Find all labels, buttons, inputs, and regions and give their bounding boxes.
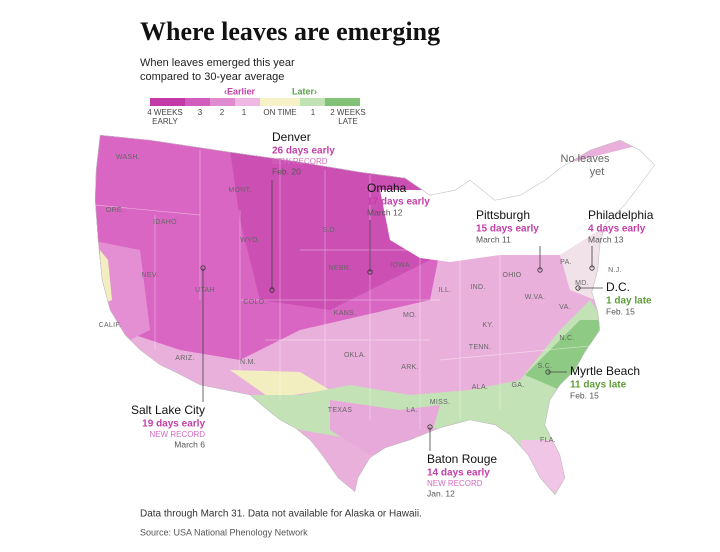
state-label: PA. — [560, 259, 572, 266]
title: Where leaves are emerging — [140, 17, 440, 46]
callout-name: Salt Lake City — [131, 403, 205, 417]
legend-earlier: ‹Earlier — [224, 86, 256, 96]
state-label: TEXAS — [328, 407, 352, 414]
state-label: CALIF. — [99, 322, 122, 329]
legend-tick-label: 2 — [220, 108, 225, 117]
callout-record: NEW RECORD — [272, 157, 328, 166]
state-label: IND. — [470, 284, 485, 291]
state-label: ORE. — [106, 207, 124, 214]
location-dot — [545, 369, 551, 375]
state-label: MO. — [403, 312, 417, 319]
state-label: ARK. — [401, 364, 419, 371]
legend-tick-label: 1 — [242, 108, 247, 117]
state-label: WYO. — [240, 237, 260, 244]
callout-name: D.C. — [606, 280, 630, 294]
subtitle: compared to 30-year average — [140, 71, 284, 83]
callout-name: Pittsburgh — [476, 208, 530, 222]
legend-tick-label: EARLY — [152, 117, 178, 126]
legend-tick-label: ON TIME — [263, 108, 296, 117]
legend-tick-label: LATE — [338, 117, 357, 126]
callout-name: Philadelphia — [588, 208, 654, 222]
callout-detail: 1 day late — [606, 296, 652, 307]
callout-date: Feb. 15 — [570, 390, 599, 400]
legend-tick-label: 2 WEEKS — [330, 108, 366, 117]
legend-scale — [150, 98, 360, 106]
state-label: ARIZ. — [175, 355, 194, 362]
callout-record: NEW RECORD — [427, 479, 483, 488]
callout-detail: 4 days early — [588, 224, 646, 235]
state-label: N.J. — [608, 267, 622, 274]
state-label: FLA. — [540, 437, 556, 444]
state-label: MONT. — [228, 187, 251, 194]
callout-record: NEW RECORD — [149, 430, 205, 439]
callout-detail: 11 days late — [570, 380, 627, 391]
subtitle: When leaves emerged this year — [140, 57, 295, 69]
state-label: MD. — [575, 280, 589, 287]
state-label: NEV. — [142, 272, 159, 279]
legend-later: Later› — [292, 86, 317, 96]
state-label: TENN. — [469, 344, 492, 351]
location-dot — [589, 265, 595, 271]
location-dot — [269, 287, 275, 293]
location-dot — [575, 285, 581, 291]
state-label: NEBR. — [329, 265, 352, 272]
no-leaves: yet — [590, 166, 605, 178]
state-label: N.C. — [559, 335, 574, 342]
callout-name: Myrtle Beach — [570, 364, 640, 378]
state-label: MISS. — [430, 399, 451, 406]
legend-tick-label: 3 — [198, 108, 203, 117]
callout-name: Baton Rouge — [427, 452, 497, 466]
callout-name: Denver — [272, 130, 311, 144]
footer-note: Data through March 31. Data not availabl… — [140, 509, 422, 520]
state-label: S.C. — [538, 363, 553, 370]
callout-detail: 26 days early — [272, 146, 335, 157]
state-label: ILL. — [439, 287, 452, 294]
callout-name: Omaha — [367, 181, 407, 195]
callout-detail: 17 days early — [367, 197, 430, 208]
callout-date: Feb. 15 — [606, 306, 635, 316]
state-label: KY. — [482, 322, 493, 329]
callout-date: March 12 — [367, 207, 403, 217]
state-label: COLO. — [243, 299, 266, 306]
state-label: IDAHO — [153, 219, 177, 226]
state-label: OKLA. — [344, 352, 366, 359]
state-label: WASH. — [116, 154, 140, 161]
legend-tick-label: 4 WEEKS — [147, 108, 183, 117]
state-label: LA. — [406, 407, 417, 414]
location-dot — [537, 267, 543, 273]
callout-date: March 6 — [174, 439, 205, 449]
legend-tick-label: 1 — [311, 108, 316, 117]
callout-date: Jan. 12 — [427, 488, 455, 498]
callout-detail: 15 days early — [476, 224, 539, 235]
location-dot — [427, 424, 433, 430]
state-label: IOWA — [390, 262, 410, 269]
footer-source: Source: USA National Phenology Network — [140, 527, 308, 537]
state-label: GA. — [512, 382, 525, 389]
state-label: W.VA. — [525, 294, 545, 301]
callout-date: March 11 — [476, 234, 511, 244]
state-label: KANS. — [334, 310, 357, 317]
state-label: ALA. — [472, 384, 488, 391]
state-label: UTAH — [195, 287, 215, 294]
location-dot — [367, 269, 373, 275]
location-dot — [200, 265, 206, 271]
state-label: OHIO — [502, 272, 521, 279]
callout-date: Feb. 20 — [272, 166, 301, 176]
no-leaves: No leaves — [561, 153, 610, 165]
callout-detail: 14 days early — [427, 468, 490, 479]
state-label: S.D. — [323, 227, 338, 234]
callout-date: March 13 — [588, 234, 624, 244]
state-label: VA. — [559, 304, 571, 311]
callout-detail: 19 days early — [142, 419, 205, 430]
state-label: N.M. — [240, 359, 256, 366]
